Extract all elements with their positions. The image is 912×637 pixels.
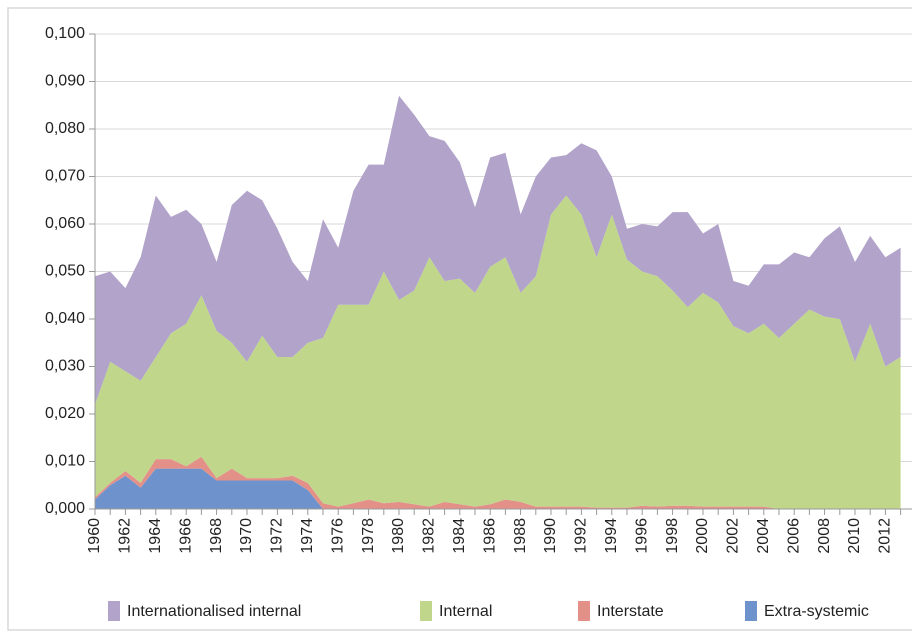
x-tick-label: 1986 (481, 518, 498, 554)
area (95, 195, 901, 509)
x-tick-label: 1962 (117, 518, 134, 554)
x-tick-label: 1972 (269, 518, 286, 554)
legend-label: Internal (439, 603, 492, 620)
x-tick-label: 1994 (603, 518, 620, 554)
x-tick-label: 2008 (816, 518, 833, 554)
x-tick-label: 1998 (664, 518, 681, 554)
x-tick-label: 2010 (846, 518, 863, 554)
y-tick-label: 0,070 (45, 168, 85, 185)
y-tick-label: 0,080 (45, 120, 85, 137)
x-tick-label: 1964 (147, 518, 164, 554)
x-tick-label: 2000 (694, 518, 711, 554)
x-tick-label: 1980 (390, 518, 407, 554)
legend-label: Interstate (597, 603, 664, 620)
area (95, 456, 901, 509)
x-tick-label: 1970 (238, 518, 255, 554)
x-tick-label: 2004 (755, 518, 772, 554)
x-tick-label: 1984 (451, 518, 468, 554)
x-tick-label: 1988 (512, 518, 529, 554)
x-tick-label: 2002 (725, 518, 742, 554)
x-tick-label: 1982 (421, 518, 438, 554)
legend-swatch (745, 601, 757, 621)
y-tick-label: 0,040 (45, 310, 85, 327)
x-tick-label: 2006 (785, 518, 802, 554)
legend-swatch (108, 601, 120, 621)
area (95, 95, 901, 405)
y-tick-label: 0,060 (45, 215, 85, 232)
y-tick-label: 0,100 (45, 25, 85, 42)
legend-label: Internationalised internal (127, 603, 301, 620)
legend-swatch (578, 601, 590, 621)
y-tick-label: 0,030 (45, 358, 85, 375)
y-tick-label: 0,000 (45, 500, 85, 517)
x-tick-label: 1996 (633, 518, 650, 554)
legend-swatch (420, 601, 432, 621)
x-tick-label: 1966 (177, 518, 194, 554)
x-tick-label: 1992 (573, 518, 590, 554)
x-tick-label: 1960 (86, 518, 103, 554)
x-tick-label: 1968 (208, 518, 225, 554)
y-tick-label: 0,010 (45, 453, 85, 470)
y-tick-label: 0,020 (45, 405, 85, 422)
y-tick-label: 0,090 (45, 73, 85, 90)
x-tick-label: 1990 (542, 518, 559, 554)
y-tick-label: 0,050 (45, 263, 85, 280)
x-tick-label: 2012 (877, 518, 894, 554)
legend-label: Extra-systemic (764, 603, 869, 620)
x-tick-label: 1976 (329, 518, 346, 554)
x-tick-label: 1974 (299, 518, 316, 554)
area (95, 468, 901, 509)
x-tick-label: 1978 (360, 518, 377, 554)
